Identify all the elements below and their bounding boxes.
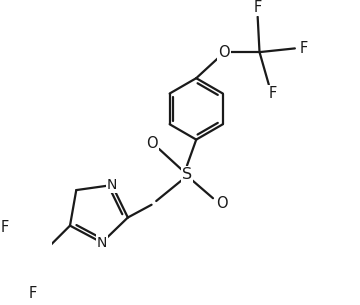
Text: S: S: [182, 167, 192, 182]
Text: N: N: [107, 178, 117, 192]
Text: F: F: [1, 220, 9, 235]
Text: O: O: [146, 136, 157, 151]
Text: N: N: [97, 235, 107, 249]
Text: F: F: [253, 0, 262, 15]
Text: F: F: [300, 41, 308, 56]
Text: O: O: [219, 45, 230, 59]
Text: F: F: [29, 286, 37, 301]
Text: F: F: [269, 87, 277, 102]
Text: O: O: [216, 196, 228, 211]
